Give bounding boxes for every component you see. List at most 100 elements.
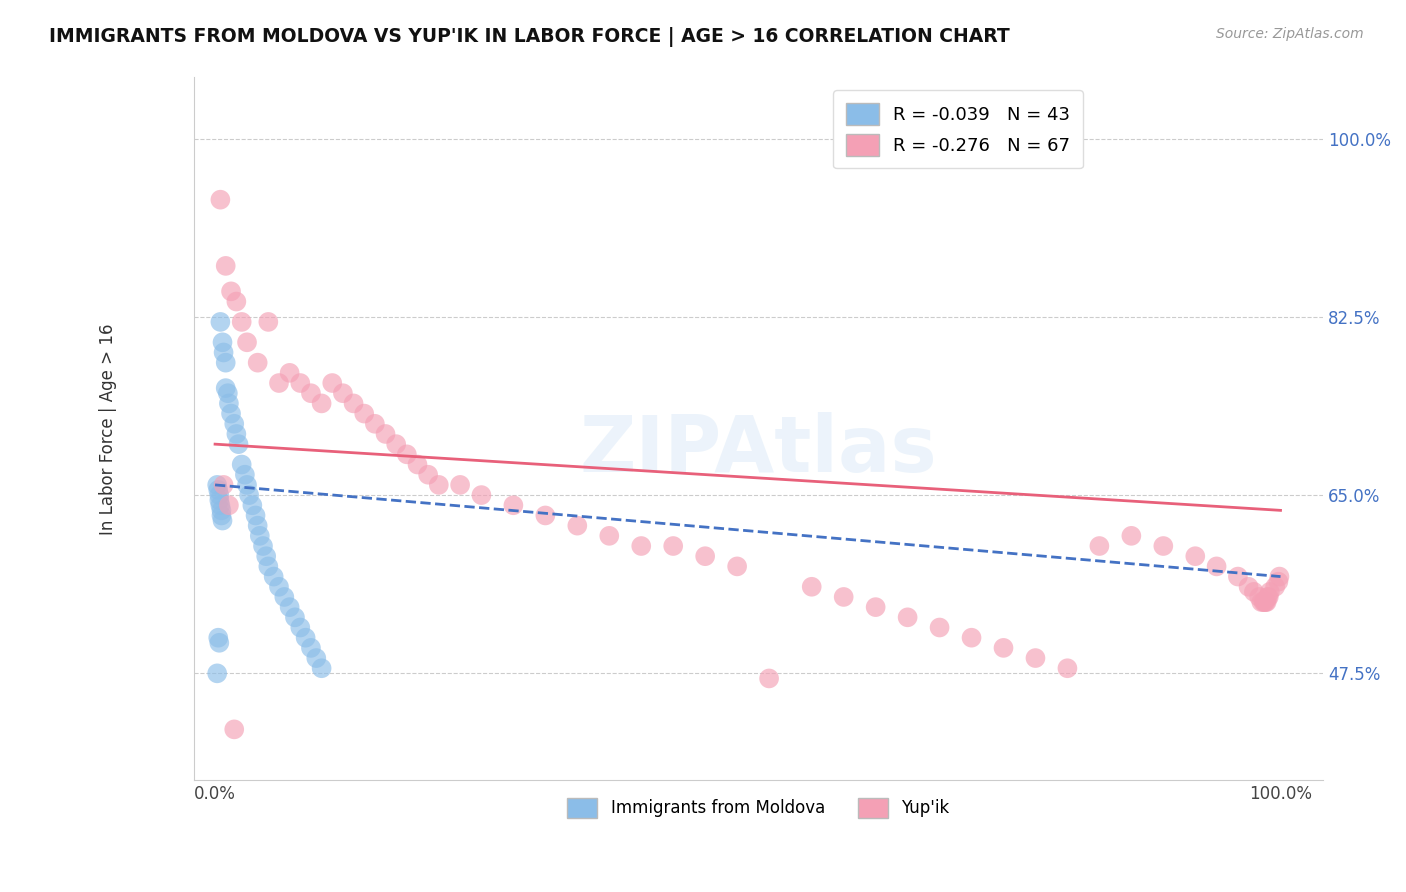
Point bbox=[257, 315, 280, 329]
Point bbox=[1121, 529, 1143, 543]
Point bbox=[217, 386, 239, 401]
Point bbox=[208, 636, 231, 650]
Point bbox=[245, 508, 267, 523]
Point bbox=[342, 396, 364, 410]
Point bbox=[228, 437, 250, 451]
Point bbox=[1056, 661, 1078, 675]
Point bbox=[207, 631, 229, 645]
Point bbox=[1256, 595, 1278, 609]
Point bbox=[758, 672, 780, 686]
Point bbox=[1253, 595, 1275, 609]
Point bbox=[267, 376, 290, 390]
Point bbox=[211, 335, 233, 350]
Point bbox=[225, 427, 247, 442]
Point bbox=[1226, 569, 1249, 583]
Point bbox=[800, 580, 823, 594]
Point bbox=[215, 381, 238, 395]
Point bbox=[832, 590, 855, 604]
Point bbox=[993, 640, 1015, 655]
Legend: Immigrants from Moldova, Yup'ik: Immigrants from Moldova, Yup'ik bbox=[561, 791, 956, 825]
Point bbox=[215, 356, 238, 370]
Point bbox=[1257, 590, 1279, 604]
Point bbox=[240, 498, 263, 512]
Point bbox=[208, 488, 231, 502]
Point bbox=[249, 529, 271, 543]
Point bbox=[321, 376, 343, 390]
Point bbox=[502, 498, 524, 512]
Text: ZIPAtlas: ZIPAtlas bbox=[579, 412, 938, 488]
Point bbox=[224, 723, 246, 737]
Point bbox=[385, 437, 408, 451]
Point bbox=[294, 631, 316, 645]
Point bbox=[290, 620, 312, 634]
Point bbox=[252, 539, 274, 553]
Point bbox=[205, 478, 228, 492]
Point bbox=[209, 498, 232, 512]
Point bbox=[209, 193, 232, 207]
Point bbox=[449, 478, 471, 492]
Text: IMMIGRANTS FROM MOLDOVA VS YUP'IK IN LABOR FORCE | AGE > 16 CORRELATION CHART: IMMIGRANTS FROM MOLDOVA VS YUP'IK IN LAB… bbox=[49, 27, 1010, 46]
Point bbox=[267, 580, 290, 594]
Point bbox=[960, 631, 983, 645]
Point bbox=[246, 356, 269, 370]
Point bbox=[534, 508, 557, 523]
Point bbox=[209, 315, 232, 329]
Point bbox=[290, 376, 312, 390]
Point bbox=[1254, 595, 1277, 609]
Point bbox=[231, 458, 253, 472]
Point bbox=[662, 539, 685, 553]
Point bbox=[211, 508, 233, 523]
Point bbox=[1268, 569, 1291, 583]
Point bbox=[263, 569, 285, 583]
Point bbox=[1237, 580, 1260, 594]
Point bbox=[218, 498, 240, 512]
Point bbox=[1088, 539, 1111, 553]
Point bbox=[254, 549, 277, 564]
Point bbox=[395, 447, 418, 461]
Point bbox=[630, 539, 652, 553]
Point bbox=[897, 610, 920, 624]
Point bbox=[278, 600, 301, 615]
Point bbox=[1024, 651, 1046, 665]
Point bbox=[332, 386, 354, 401]
Point bbox=[273, 590, 295, 604]
Point bbox=[219, 285, 242, 299]
Point bbox=[305, 651, 328, 665]
Point bbox=[278, 366, 301, 380]
Point bbox=[299, 640, 322, 655]
Point bbox=[284, 610, 307, 624]
Point bbox=[865, 600, 887, 615]
Point bbox=[238, 488, 260, 502]
Point bbox=[208, 493, 231, 508]
Point bbox=[427, 478, 450, 492]
Point bbox=[224, 417, 246, 431]
Point bbox=[233, 467, 256, 482]
Point bbox=[215, 259, 238, 273]
Point bbox=[470, 488, 492, 502]
Point bbox=[1205, 559, 1227, 574]
Point bbox=[1250, 595, 1272, 609]
Point bbox=[211, 514, 233, 528]
Point bbox=[205, 666, 228, 681]
Point bbox=[236, 478, 259, 492]
Point bbox=[212, 478, 235, 492]
Point bbox=[311, 396, 333, 410]
Point bbox=[353, 407, 375, 421]
Point bbox=[218, 396, 240, 410]
Point bbox=[207, 483, 229, 497]
Point bbox=[231, 315, 253, 329]
Point bbox=[211, 503, 233, 517]
Point bbox=[1267, 574, 1289, 589]
Point bbox=[1257, 590, 1279, 604]
Point bbox=[567, 518, 589, 533]
Point bbox=[695, 549, 717, 564]
Point bbox=[212, 345, 235, 359]
Point bbox=[406, 458, 429, 472]
Point bbox=[374, 427, 396, 442]
Point bbox=[725, 559, 748, 574]
Y-axis label: In Labor Force | Age > 16: In Labor Force | Age > 16 bbox=[100, 323, 117, 534]
Point bbox=[1253, 595, 1275, 609]
Point bbox=[236, 335, 259, 350]
Point bbox=[364, 417, 387, 431]
Point bbox=[225, 294, 247, 309]
